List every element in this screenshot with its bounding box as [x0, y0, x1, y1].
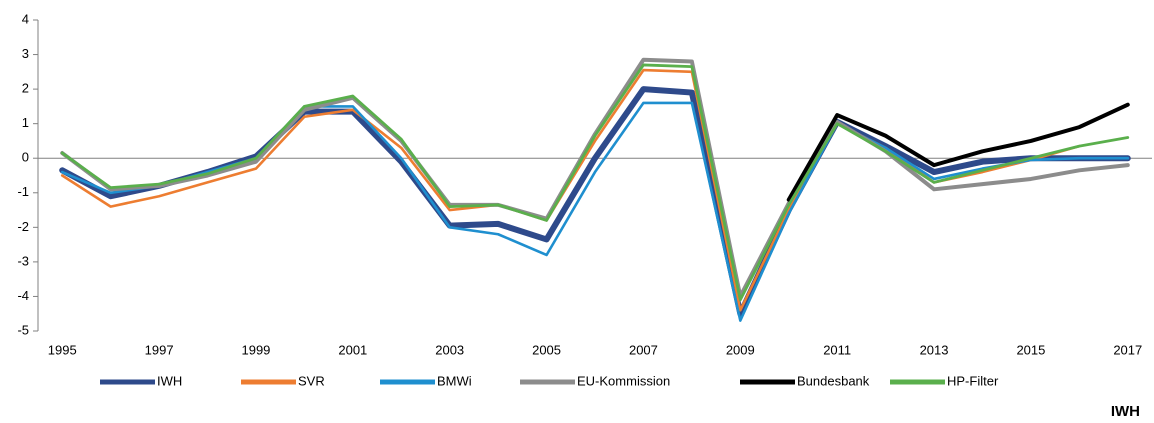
legend-label: HP-Filter [947, 373, 999, 388]
legend-label: BMWi [437, 373, 472, 388]
y-tick-label: 3 [22, 46, 29, 61]
x-tick-label: 2001 [338, 342, 367, 357]
y-tick-label: 1 [22, 115, 29, 130]
source: IWH [1111, 403, 1140, 420]
y-tick-label: 4 [22, 11, 29, 26]
x-tick-label: 2015 [1016, 342, 1045, 357]
y-tick-label: 2 [22, 81, 29, 96]
x-tick-label: 1997 [145, 342, 174, 357]
legend-label: Bundesbank [797, 373, 870, 388]
x-tick-label: 2007 [629, 342, 658, 357]
series-line [786, 102, 1130, 202]
series-line [60, 68, 1081, 312]
x-tick-label: 1999 [241, 342, 270, 357]
x-tick-label: 2009 [726, 342, 755, 357]
series-line [60, 63, 1130, 302]
x-tick-label: 2013 [920, 342, 949, 357]
legend-label: IWH [157, 373, 182, 388]
y-tick-label: -2 [17, 219, 29, 234]
x-tick-label: 2003 [435, 342, 464, 357]
x-tick-label: 2005 [532, 342, 561, 357]
legend-label: EU-Kommission [577, 373, 670, 388]
x-tick-label: 1995 [48, 342, 77, 357]
y-tick-label: 0 [22, 150, 29, 165]
x-tick-label: 2011 [823, 342, 851, 357]
x-tick-label: 2017 [1113, 342, 1142, 357]
legend-label: SVR [298, 373, 325, 388]
y-tick-label: -1 [17, 184, 29, 199]
series-line [59, 86, 1131, 317]
y-tick-label: -5 [17, 322, 29, 337]
y-tick-label: -3 [17, 253, 29, 268]
y-tick-label: -4 [17, 288, 29, 303]
